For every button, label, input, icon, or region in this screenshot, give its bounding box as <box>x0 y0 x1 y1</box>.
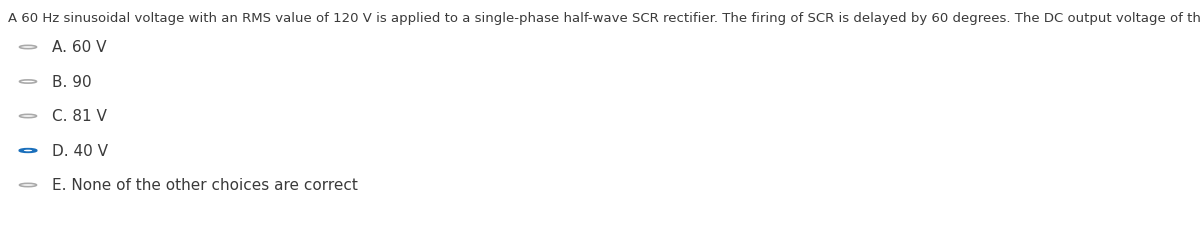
Ellipse shape <box>19 81 36 84</box>
Ellipse shape <box>19 149 36 153</box>
Text: E. None of the other choices are correct: E. None of the other choices are correct <box>52 178 358 193</box>
Ellipse shape <box>24 150 32 152</box>
Text: A. 60 V: A. 60 V <box>52 40 107 55</box>
Text: A 60 Hz sinusoidal voltage with an RMS value of 120 V is applied to a single-pha: A 60 Hz sinusoidal voltage with an RMS v… <box>8 12 1200 25</box>
Text: C. 81 V: C. 81 V <box>52 109 107 124</box>
Ellipse shape <box>19 184 36 187</box>
Ellipse shape <box>19 115 36 118</box>
Ellipse shape <box>19 46 36 49</box>
Text: D. 40 V: D. 40 V <box>52 143 108 158</box>
Text: B. 90: B. 90 <box>52 75 91 90</box>
